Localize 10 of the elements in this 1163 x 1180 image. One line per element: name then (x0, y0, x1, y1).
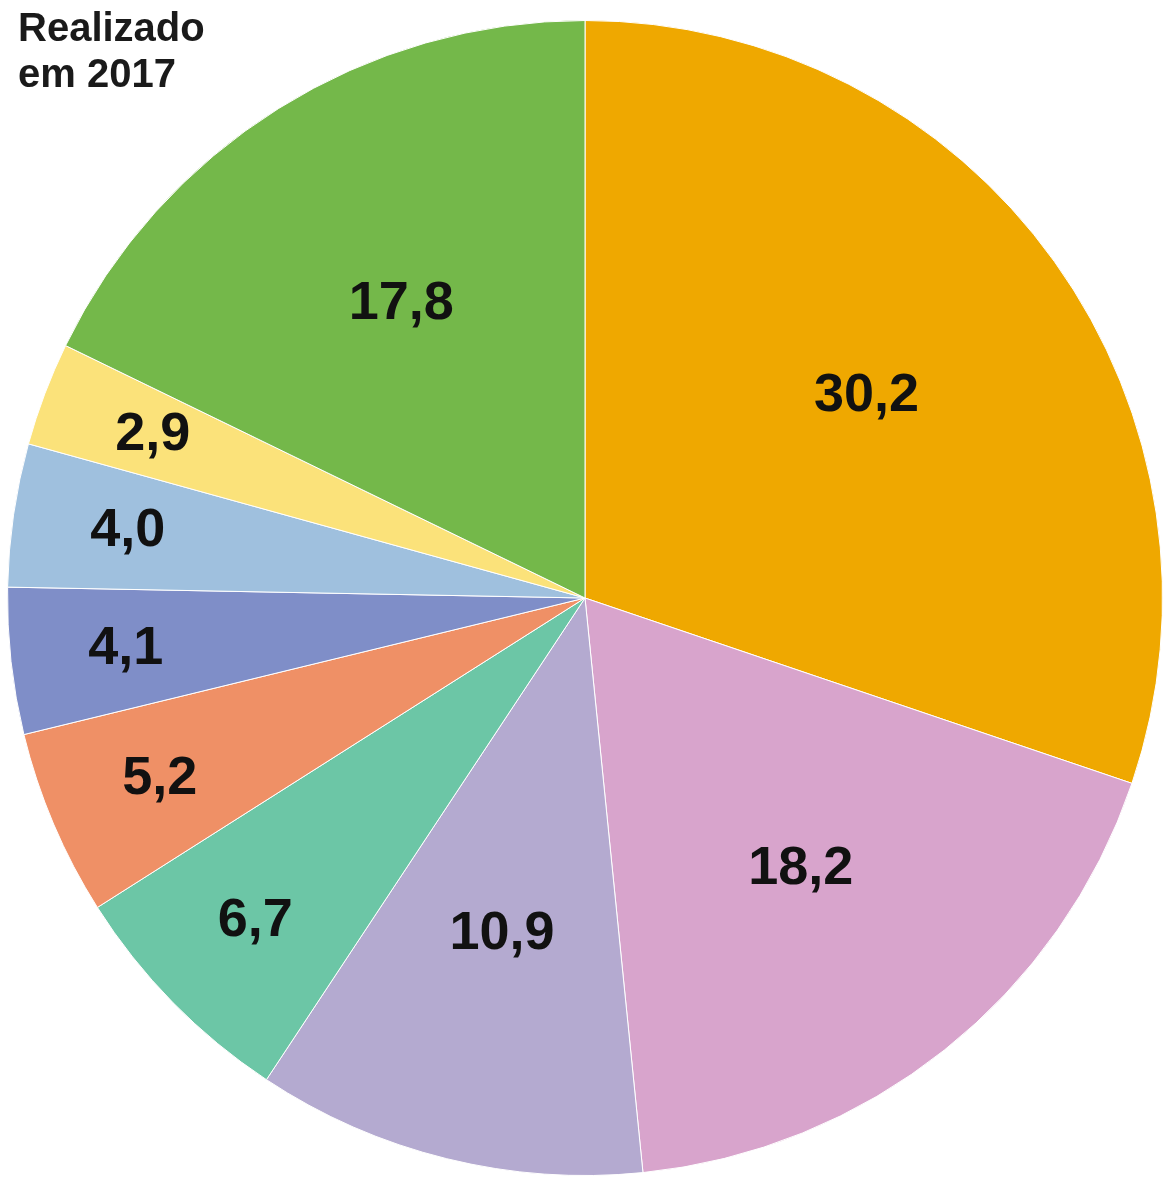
data-label: 30,2 (814, 361, 920, 422)
data-label: 10,9 (449, 900, 555, 961)
data-label: 4,0 (90, 497, 166, 558)
data-label: 6,7 (217, 887, 293, 948)
chart-title: Realizado em 2017 (18, 4, 205, 96)
data-label: 5,2 (122, 744, 198, 805)
data-label: 2,9 (115, 400, 191, 461)
data-label: 4,1 (88, 614, 164, 675)
data-label: 17,8 (348, 270, 454, 331)
data-label: 18,2 (748, 834, 854, 895)
